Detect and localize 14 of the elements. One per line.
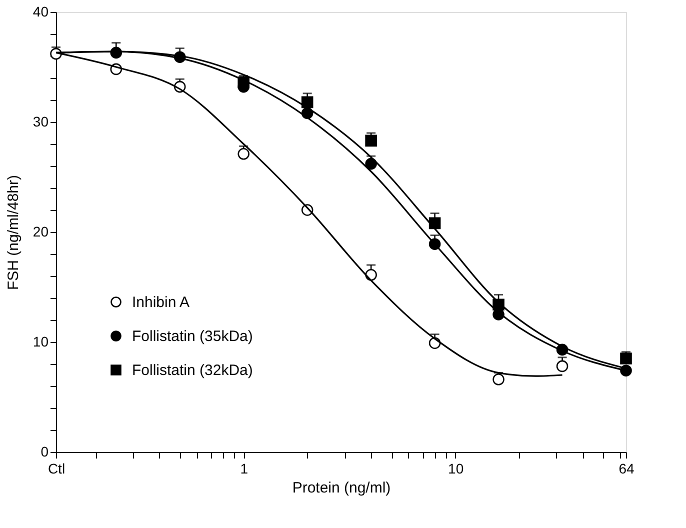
y-tick-label: 20 — [32, 224, 49, 240]
x-tick-label: 1 — [240, 460, 248, 476]
y-tick-label: 30 — [32, 114, 49, 130]
x-tick-label: 64 — [618, 460, 634, 476]
y-tick-label: 10 — [32, 334, 49, 350]
y-tick-label: 40 — [32, 4, 49, 20]
legend-label: Follistatin (35kDa) — [132, 328, 253, 345]
y-axis-title: FSH (ng/ml/48hr) — [4, 174, 22, 290]
x-tick-label: 10 — [448, 460, 464, 476]
legend-label: Inhibin A — [132, 294, 190, 311]
legend-label: Follistatin (32kDa) — [132, 362, 253, 379]
y-tick-label: 0 — [40, 444, 49, 460]
x-tick-label: Ctl — [48, 460, 66, 476]
x-axis-title: Protein (ng/ml) — [292, 480, 391, 496]
